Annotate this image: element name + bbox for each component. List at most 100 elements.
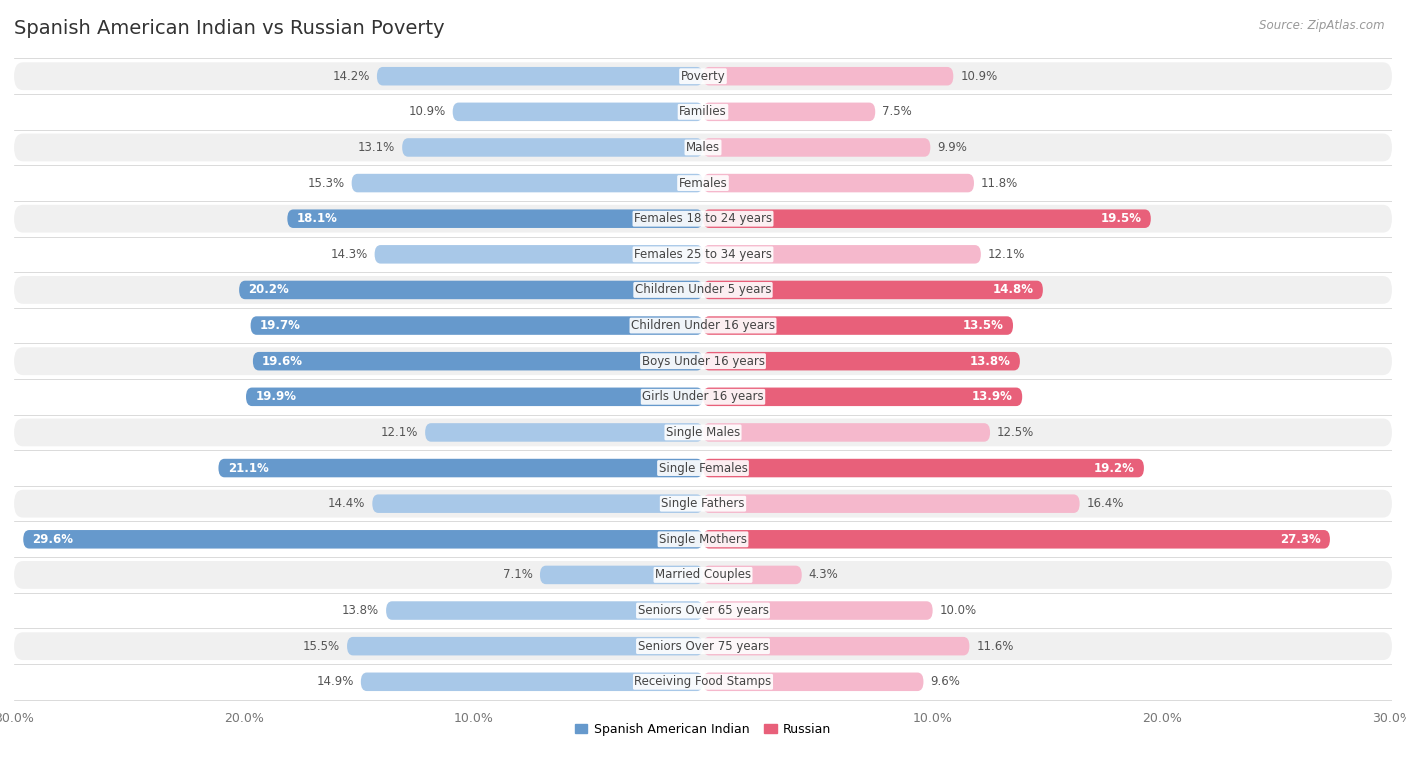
FancyBboxPatch shape (402, 138, 703, 157)
Text: Married Couples: Married Couples (655, 568, 751, 581)
Text: 9.6%: 9.6% (931, 675, 960, 688)
Text: 12.1%: 12.1% (988, 248, 1025, 261)
FancyBboxPatch shape (218, 459, 703, 478)
FancyBboxPatch shape (14, 240, 1392, 268)
Text: 12.1%: 12.1% (381, 426, 418, 439)
FancyBboxPatch shape (703, 637, 969, 656)
FancyBboxPatch shape (703, 138, 931, 157)
FancyBboxPatch shape (14, 597, 1392, 625)
FancyBboxPatch shape (352, 174, 703, 193)
Text: 14.3%: 14.3% (330, 248, 368, 261)
FancyBboxPatch shape (703, 423, 990, 442)
FancyBboxPatch shape (246, 387, 703, 406)
Text: 20.2%: 20.2% (249, 283, 290, 296)
Text: 13.8%: 13.8% (342, 604, 380, 617)
FancyBboxPatch shape (377, 67, 703, 86)
FancyBboxPatch shape (250, 316, 703, 335)
FancyBboxPatch shape (14, 312, 1392, 340)
FancyBboxPatch shape (703, 601, 932, 620)
FancyBboxPatch shape (703, 316, 1012, 335)
Text: 19.5%: 19.5% (1101, 212, 1142, 225)
FancyBboxPatch shape (703, 387, 1022, 406)
FancyBboxPatch shape (14, 632, 1392, 660)
FancyBboxPatch shape (703, 494, 1080, 513)
FancyBboxPatch shape (703, 459, 1144, 478)
Text: 29.6%: 29.6% (32, 533, 73, 546)
FancyBboxPatch shape (425, 423, 703, 442)
FancyBboxPatch shape (703, 67, 953, 86)
FancyBboxPatch shape (14, 276, 1392, 304)
FancyBboxPatch shape (703, 565, 801, 584)
FancyBboxPatch shape (453, 102, 703, 121)
Text: Source: ZipAtlas.com: Source: ZipAtlas.com (1260, 19, 1385, 32)
FancyBboxPatch shape (703, 672, 924, 691)
Text: 10.0%: 10.0% (939, 604, 977, 617)
Text: 13.5%: 13.5% (963, 319, 1004, 332)
Text: 13.9%: 13.9% (972, 390, 1012, 403)
FancyBboxPatch shape (703, 245, 981, 264)
Text: 4.3%: 4.3% (808, 568, 838, 581)
Text: 27.3%: 27.3% (1279, 533, 1320, 546)
FancyBboxPatch shape (14, 668, 1392, 696)
Text: 14.2%: 14.2% (333, 70, 370, 83)
FancyBboxPatch shape (253, 352, 703, 371)
FancyBboxPatch shape (374, 245, 703, 264)
FancyBboxPatch shape (14, 525, 1392, 553)
Text: Boys Under 16 years: Boys Under 16 years (641, 355, 765, 368)
Text: Single Females: Single Females (658, 462, 748, 475)
Text: 11.8%: 11.8% (981, 177, 1018, 190)
Text: Females 25 to 34 years: Females 25 to 34 years (634, 248, 772, 261)
Text: 19.6%: 19.6% (262, 355, 304, 368)
Text: Receiving Food Stamps: Receiving Food Stamps (634, 675, 772, 688)
FancyBboxPatch shape (347, 637, 703, 656)
FancyBboxPatch shape (703, 352, 1019, 371)
Text: 11.6%: 11.6% (976, 640, 1014, 653)
Text: 15.5%: 15.5% (304, 640, 340, 653)
FancyBboxPatch shape (540, 565, 703, 584)
FancyBboxPatch shape (14, 133, 1392, 161)
Text: Spanish American Indian vs Russian Poverty: Spanish American Indian vs Russian Pover… (14, 19, 444, 38)
Text: Girls Under 16 years: Girls Under 16 years (643, 390, 763, 403)
Text: Females: Females (679, 177, 727, 190)
Text: Families: Families (679, 105, 727, 118)
FancyBboxPatch shape (14, 454, 1392, 482)
Text: 10.9%: 10.9% (960, 70, 997, 83)
Text: 14.8%: 14.8% (993, 283, 1033, 296)
FancyBboxPatch shape (361, 672, 703, 691)
Legend: Spanish American Indian, Russian: Spanish American Indian, Russian (569, 718, 837, 741)
FancyBboxPatch shape (14, 490, 1392, 518)
Text: 13.8%: 13.8% (970, 355, 1011, 368)
FancyBboxPatch shape (14, 561, 1392, 589)
Text: Poverty: Poverty (681, 70, 725, 83)
Text: 19.2%: 19.2% (1094, 462, 1135, 475)
FancyBboxPatch shape (703, 209, 1152, 228)
Text: 16.4%: 16.4% (1087, 497, 1123, 510)
FancyBboxPatch shape (703, 174, 974, 193)
Text: 14.4%: 14.4% (328, 497, 366, 510)
Text: Females 18 to 24 years: Females 18 to 24 years (634, 212, 772, 225)
Text: 13.1%: 13.1% (359, 141, 395, 154)
Text: Males: Males (686, 141, 720, 154)
Text: 21.1%: 21.1% (228, 462, 269, 475)
Text: Seniors Over 65 years: Seniors Over 65 years (637, 604, 769, 617)
Text: Single Mothers: Single Mothers (659, 533, 747, 546)
Text: 7.5%: 7.5% (882, 105, 912, 118)
Text: 9.9%: 9.9% (938, 141, 967, 154)
Text: 12.5%: 12.5% (997, 426, 1035, 439)
Text: Seniors Over 75 years: Seniors Over 75 years (637, 640, 769, 653)
FancyBboxPatch shape (14, 62, 1392, 90)
FancyBboxPatch shape (287, 209, 703, 228)
FancyBboxPatch shape (703, 530, 1330, 549)
Text: 19.7%: 19.7% (260, 319, 301, 332)
FancyBboxPatch shape (373, 494, 703, 513)
FancyBboxPatch shape (14, 418, 1392, 446)
Text: 10.9%: 10.9% (409, 105, 446, 118)
FancyBboxPatch shape (14, 347, 1392, 375)
Text: Single Fathers: Single Fathers (661, 497, 745, 510)
Text: Children Under 16 years: Children Under 16 years (631, 319, 775, 332)
FancyBboxPatch shape (239, 280, 703, 299)
Text: 7.1%: 7.1% (503, 568, 533, 581)
FancyBboxPatch shape (14, 169, 1392, 197)
Text: Single Males: Single Males (666, 426, 740, 439)
FancyBboxPatch shape (387, 601, 703, 620)
